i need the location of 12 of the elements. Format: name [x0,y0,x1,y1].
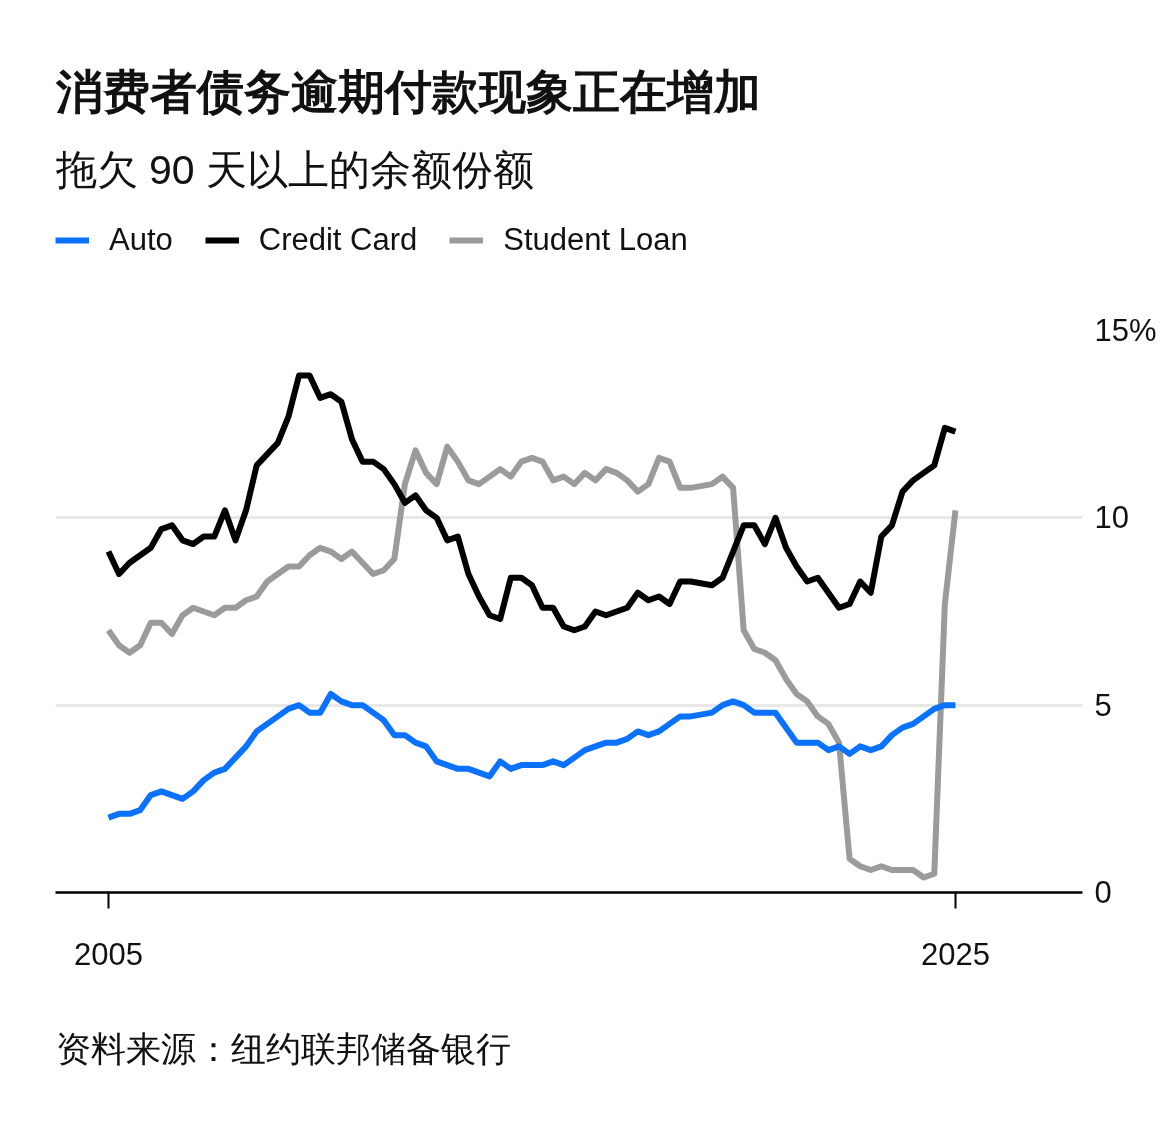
chart-title: 消费者债务逾期付款现象正在增加 [54,64,761,118]
y-tick-label: 0 [1094,875,1112,910]
y-tick-label: 10 [1094,500,1129,536]
x-tick-label: 2005 [73,936,143,972]
y-tick-label: 15% [1094,313,1157,348]
chart-subtitle: 拖欠 90 天以上的余额份额 [54,146,534,193]
x-tick-label: 2025 [920,936,990,972]
text: 资料来源：纽约联邦储备银行 [55,1028,511,1068]
legend-label: Student Loan [503,222,688,258]
legend-label: Auto [109,222,173,258]
legend-label: Credit Card [258,222,418,258]
y-tick-label: 5 [1094,687,1112,723]
